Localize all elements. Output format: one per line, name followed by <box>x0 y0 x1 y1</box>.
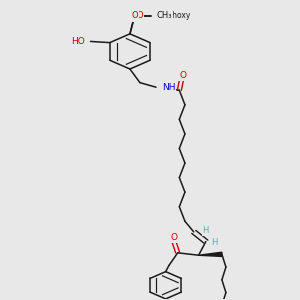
Text: O: O <box>131 11 138 20</box>
Text: O: O <box>136 11 143 20</box>
Text: H: H <box>211 238 217 247</box>
Polygon shape <box>199 252 222 256</box>
Text: O: O <box>179 71 186 80</box>
Text: methoxy: methoxy <box>157 11 190 20</box>
Text: H: H <box>202 226 209 235</box>
Text: CH₃: CH₃ <box>157 11 172 20</box>
Text: NH: NH <box>162 83 175 92</box>
Text: HO: HO <box>71 37 85 46</box>
Text: O: O <box>170 232 177 242</box>
